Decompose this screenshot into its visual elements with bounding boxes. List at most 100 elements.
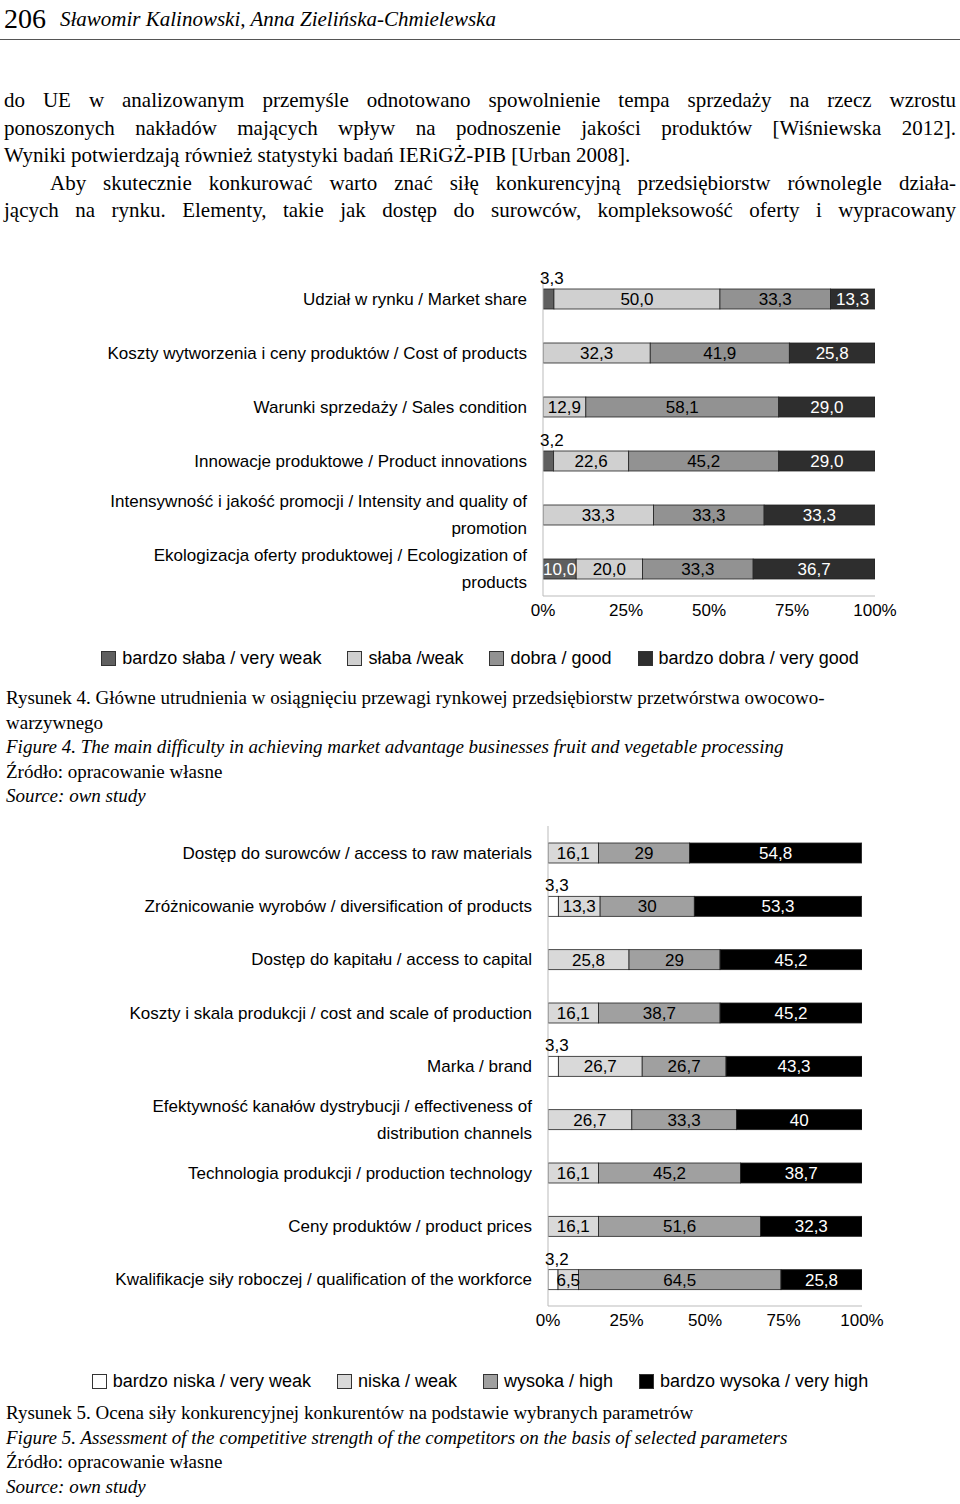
svg-text:16,1: 16,1 — [557, 844, 590, 863]
svg-text:50,0: 50,0 — [620, 290, 653, 309]
svg-text:32,3: 32,3 — [580, 344, 613, 363]
svg-text:Kwalifikacje siły roboczej / q: Kwalifikacje siły roboczej / qualificati… — [115, 1270, 532, 1289]
svg-text:38,7: 38,7 — [785, 1164, 818, 1183]
svg-text:53,3: 53,3 — [761, 897, 794, 916]
html-text:bardzo niska / very weak: bardzo niska / very weak — [112, 1371, 311, 1391]
svg-text:36,7: 36,7 — [798, 560, 831, 579]
svg-text:3,3: 3,3 — [545, 1036, 569, 1055]
svg-text:33,3: 33,3 — [759, 290, 792, 309]
svg-text:10,0: 10,0 — [543, 560, 576, 579]
svg-text:100%: 100% — [853, 601, 896, 620]
svg-text:16,1: 16,1 — [557, 1217, 590, 1236]
html-text:Sławomir Kalinowski, Anna Ziel: Sławomir Kalinowski, Anna Zielińska-Chmi… — [60, 7, 496, 31]
svg-text:Intensywność i jakość promocji: Intensywność i jakość promocji / Intensi… — [110, 492, 527, 538]
svg-text:Koszty wytworzenia i ceny prod: Koszty wytworzenia i ceny produktów / Co… — [107, 344, 527, 363]
svg-text:Ekologizacja oferty produktowe: Ekologizacja oferty produktowej / Ecolog… — [154, 546, 528, 592]
svg-text:100%: 100% — [840, 1311, 883, 1330]
svg-text:25%: 25% — [609, 1311, 643, 1330]
html-text:206: 206 — [4, 3, 46, 34]
svg-text:25%: 25% — [609, 601, 643, 620]
svg-text:12,9: 12,9 — [548, 398, 581, 417]
svg-text:30: 30 — [638, 897, 657, 916]
svg-text:58,1: 58,1 — [666, 398, 699, 417]
svg-text:Ceny produktów / product price: Ceny produktów / product prices — [288, 1217, 532, 1236]
svg-text:54,8: 54,8 — [759, 844, 792, 863]
svg-text:26,7: 26,7 — [668, 1057, 701, 1076]
svg-text:29: 29 — [635, 844, 654, 863]
svg-text:25,8: 25,8 — [816, 344, 849, 363]
svg-text:Technologia produkcji / produc: Technologia produkcji / production techn… — [188, 1164, 533, 1183]
html-text:Źródło: opracowanie własne: Źródło: opracowanie własne — [6, 760, 223, 782]
html-text:bardzo wysoka / very high: bardzo wysoka / very high — [660, 1371, 869, 1391]
svg-text:51,6: 51,6 — [663, 1217, 696, 1236]
svg-text:Warunki sprzedaży / Sales cond: Warunki sprzedaży / Sales condition — [254, 398, 527, 417]
svg-text:45,2: 45,2 — [653, 1164, 686, 1183]
svg-text:3,2: 3,2 — [540, 431, 564, 450]
html-text:wysoka / high: wysoka / high — [504, 1371, 613, 1391]
svg-text:3,2: 3,2 — [545, 1250, 569, 1269]
svg-text:Dostęp do kapitału / access to: Dostęp do kapitału / access to capital — [251, 950, 532, 969]
svg-text:50%: 50% — [688, 1311, 722, 1330]
svg-text:43,3: 43,3 — [777, 1057, 810, 1076]
svg-text:22,6: 22,6 — [575, 452, 608, 471]
svg-text:45,2: 45,2 — [774, 951, 807, 970]
html-text:ponoszonych nakładów mających: ponoszonych nakładów mających wpływ na p… — [4, 115, 956, 140]
svg-text:64,5: 64,5 — [663, 1271, 696, 1290]
svg-text:16,1: 16,1 — [557, 1004, 590, 1023]
svg-text:50%: 50% — [692, 601, 726, 620]
html-text:Rysunek 5. Ocena siły konkuren: Rysunek 5. Ocena siły konkurencyjnej kon… — [6, 1402, 694, 1423]
svg-text:33,3: 33,3 — [803, 506, 836, 525]
html-text:do UE w analizowanym przemyśle: do UE w analizowanym przemyśle odnotowan… — [4, 88, 956, 112]
html-text:jących na rynku. Elementy, tak: jących na rynku. Elementy, takie jak dos… — [4, 198, 956, 222]
html-text:słaba /weak: słaba /weak — [368, 648, 464, 668]
svg-text:0%: 0% — [531, 601, 556, 620]
svg-text:3,3: 3,3 — [545, 876, 569, 895]
svg-text:0%: 0% — [536, 1311, 561, 1330]
svg-text:33,3: 33,3 — [681, 560, 714, 579]
svg-text:Marka / brand: Marka / brand — [427, 1057, 532, 1076]
html-text:Source: own study: Source: own study — [6, 1475, 146, 1497]
html-text:Aby skutecznie konkurować wart: Aby skutecznie konkurować warto znać sił… — [50, 170, 956, 195]
svg-text:75%: 75% — [766, 1311, 800, 1330]
svg-text:41,9: 41,9 — [703, 344, 736, 363]
html-text:bardzo dobra / very good: bardzo dobra / very good — [658, 648, 859, 668]
svg-text:Efektywność kanałów dystrybucj: Efektywność kanałów dystrybucji / effect… — [152, 1097, 532, 1143]
svg-text:33,3: 33,3 — [582, 506, 615, 525]
svg-text:13,3: 13,3 — [563, 897, 596, 916]
svg-text:Innowacje produktowe / Product: Innowacje produktowe / Product innovatio… — [194, 452, 527, 471]
html-text:niska / weak: niska / weak — [357, 1371, 457, 1391]
svg-text:25,8: 25,8 — [572, 951, 605, 970]
html-text:warzywnego: warzywnego — [6, 711, 104, 733]
svg-text:13,3: 13,3 — [836, 290, 869, 309]
svg-text:45,2: 45,2 — [687, 452, 720, 471]
svg-text:20,0: 20,0 — [593, 560, 626, 579]
svg-text:Zróżnicowanie wyrobów / divers: Zróżnicowanie wyrobów / diversification … — [145, 897, 532, 916]
html-text:Source: own study: Source: own study — [6, 785, 146, 806]
svg-text:3,3: 3,3 — [540, 269, 564, 288]
svg-text:29,0: 29,0 — [810, 452, 843, 471]
svg-text:25,8: 25,8 — [805, 1271, 838, 1290]
html-text:Figure 5. Assessment of the co: Figure 5. Assessment of the competitive … — [6, 1426, 788, 1448]
html-text:Rysunek 4. Główne utrudnienia: Rysunek 4. Główne utrudnienia w osiągnię… — [6, 687, 825, 708]
html-text:bardzo słaba / very weak: bardzo słaba / very weak — [122, 648, 322, 668]
svg-text:Udział w rynku / Market share: Udział w rynku / Market share — [303, 290, 527, 309]
svg-text:33,3: 33,3 — [668, 1111, 701, 1130]
svg-text:26,7: 26,7 — [573, 1111, 606, 1130]
svg-text:26,7: 26,7 — [584, 1057, 617, 1076]
html-text:Wyniki potwierdzają również st: Wyniki potwierdzają również statystyki b… — [4, 143, 631, 167]
svg-text:16,1: 16,1 — [557, 1164, 590, 1183]
svg-text:29: 29 — [665, 951, 684, 970]
svg-text:Dostęp do surowców / access to: Dostęp do surowców / access to raw mater… — [182, 844, 532, 863]
svg-text:33,3: 33,3 — [692, 506, 725, 525]
svg-text:Koszty i skala produkcji / cos: Koszty i skala produkcji / cost and scal… — [129, 1004, 532, 1023]
html-text:Źródło: opracowanie własne: Źródło: opracowanie własne — [6, 1451, 223, 1472]
svg-text:6,5: 6,5 — [556, 1271, 580, 1290]
html-text:dobra / good: dobra / good — [510, 648, 612, 668]
svg-text:38,7: 38,7 — [643, 1004, 676, 1023]
svg-text:75%: 75% — [775, 601, 809, 620]
svg-text:40: 40 — [790, 1111, 809, 1130]
svg-text:32,3: 32,3 — [795, 1217, 828, 1236]
svg-text:45,2: 45,2 — [774, 1004, 807, 1023]
html-text:Figure 4. The main difficulty: Figure 4. The main difficulty in achievi… — [6, 736, 784, 757]
svg-text:29,0: 29,0 — [810, 398, 843, 417]
